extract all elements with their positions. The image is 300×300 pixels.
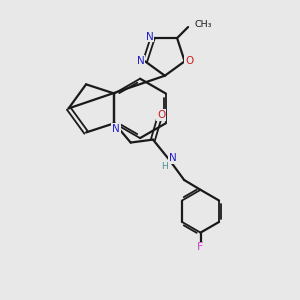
Text: N: N — [169, 153, 177, 163]
Text: N: N — [137, 56, 145, 66]
Text: N: N — [112, 124, 120, 134]
Text: CH₃: CH₃ — [195, 20, 212, 28]
Text: O: O — [185, 56, 193, 66]
Text: H: H — [161, 162, 168, 171]
Text: N: N — [146, 32, 154, 42]
Text: O: O — [157, 110, 165, 120]
Text: F: F — [197, 242, 204, 253]
